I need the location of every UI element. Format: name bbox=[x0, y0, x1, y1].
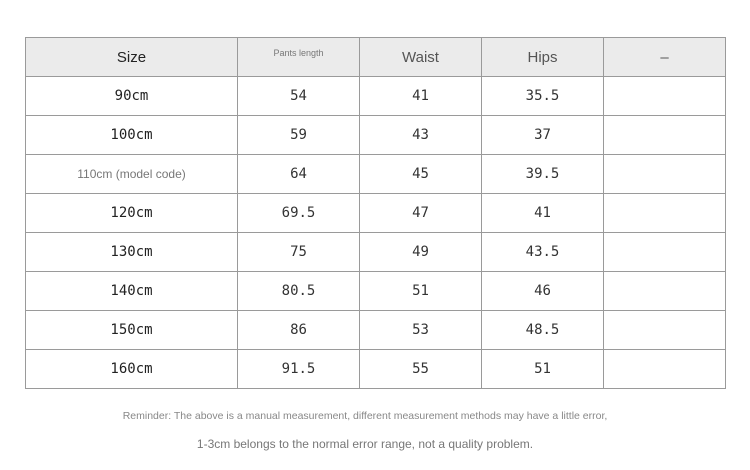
cell-extra bbox=[603, 232, 726, 272]
cell-waist: 49 bbox=[359, 232, 482, 272]
cell-waist: 45 bbox=[359, 154, 482, 194]
cell-waist: 47 bbox=[359, 193, 482, 233]
cell-hips: 46 bbox=[481, 271, 604, 311]
cell-size: 110cm (model code) bbox=[25, 154, 238, 194]
cell-pants-length: 80.5 bbox=[237, 271, 360, 311]
cell-size: 100cm bbox=[25, 115, 238, 155]
header-pants-length-label: Pants length bbox=[273, 47, 324, 58]
table-row: 160cm 91.5 55 51 bbox=[25, 349, 726, 389]
cell-size: 160cm bbox=[25, 349, 238, 389]
table-row: 100cm 59 43 37 bbox=[25, 115, 726, 155]
header-extra: – bbox=[603, 37, 726, 77]
header-pants-length: Pants length bbox=[237, 37, 360, 77]
header-waist: Waist bbox=[359, 37, 482, 77]
cell-extra bbox=[603, 271, 726, 311]
header-hips: Hips bbox=[481, 37, 604, 77]
cell-waist: 53 bbox=[359, 310, 482, 350]
cell-pants-length: 64 bbox=[237, 154, 360, 194]
cell-pants-length: 59 bbox=[237, 115, 360, 155]
cell-extra bbox=[603, 193, 726, 233]
cell-extra bbox=[603, 76, 726, 116]
table-row: 140cm 80.5 51 46 bbox=[25, 271, 726, 311]
cell-hips: 41 bbox=[481, 193, 604, 233]
cell-pants-length: 54 bbox=[237, 76, 360, 116]
cell-size: 140cm bbox=[25, 271, 238, 311]
reminder-note-line1: Reminder: The above is a manual measurem… bbox=[122, 410, 608, 422]
cell-hips: 39.5 bbox=[481, 154, 604, 194]
cell-hips: 51 bbox=[481, 349, 604, 389]
cell-extra bbox=[603, 349, 726, 389]
header-row: Size Pants length Waist Hips – bbox=[25, 37, 726, 77]
table-row: 120cm 69.5 47 41 bbox=[25, 193, 726, 233]
cell-extra bbox=[603, 154, 726, 194]
cell-pants-length: 91.5 bbox=[237, 349, 360, 389]
table-row: 150cm 86 53 48.5 bbox=[25, 310, 726, 350]
cell-size: 90cm bbox=[25, 76, 238, 116]
cell-size: 130cm bbox=[25, 232, 238, 272]
cell-waist: 51 bbox=[359, 271, 482, 311]
cell-hips: 35.5 bbox=[481, 76, 604, 116]
cell-pants-length: 86 bbox=[237, 310, 360, 350]
table-row: 130cm 75 49 43.5 bbox=[25, 232, 726, 272]
cell-pants-length: 75 bbox=[237, 232, 360, 272]
cell-size: 150cm bbox=[25, 310, 238, 350]
cell-waist: 41 bbox=[359, 76, 482, 116]
cell-waist: 55 bbox=[359, 349, 482, 389]
table-row: 110cm (model code) 64 45 39.5 bbox=[25, 154, 726, 194]
table-row: 90cm 54 41 35.5 bbox=[25, 76, 726, 116]
reminder-note-line2: 1-3cm belongs to the normal error range,… bbox=[196, 437, 534, 451]
cell-waist: 43 bbox=[359, 115, 482, 155]
cell-extra bbox=[603, 310, 726, 350]
cell-hips: 43.5 bbox=[481, 232, 604, 272]
cell-pants-length: 69.5 bbox=[237, 193, 360, 233]
cell-hips: 37 bbox=[481, 115, 604, 155]
size-chart-table: Size Pants length Waist Hips – 90cm 54 41 3… bbox=[25, 37, 726, 389]
cell-hips: 48.5 bbox=[481, 310, 604, 350]
header-size: Size bbox=[25, 37, 238, 77]
cell-extra bbox=[603, 115, 726, 155]
cell-size: 120cm bbox=[25, 193, 238, 233]
